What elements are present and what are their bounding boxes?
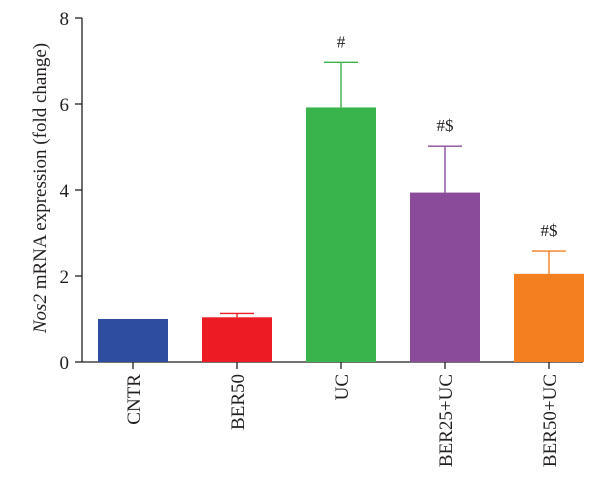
y-tick-label: 2 xyxy=(60,267,70,288)
significance-annotation: # xyxy=(337,32,346,51)
y-tick-label: 4 xyxy=(60,181,70,202)
x-tick-label: UC xyxy=(332,374,353,400)
error-bars xyxy=(220,61,566,318)
x-tick-label: BER25+UC xyxy=(436,374,457,467)
x-tick-label: CNTR xyxy=(124,374,145,425)
x-tick-labels: CNTR BER50 UC BER25+UC BER50+UC xyxy=(124,362,561,467)
bar xyxy=(410,192,480,362)
bar xyxy=(306,107,376,362)
y-axis-label: Nos2 mRNA expression (fold change) xyxy=(30,43,51,334)
y-tick-label: 6 xyxy=(60,95,70,116)
y-tick-label: 8 xyxy=(60,9,70,30)
bar xyxy=(98,319,168,362)
y-axis-label-rest: mRNA expression (fold change) xyxy=(30,43,51,294)
significance-annotation: #$ xyxy=(437,116,454,135)
x-tick-label: BER50 xyxy=(228,374,249,430)
bar xyxy=(514,273,584,362)
x-tick-label: BER50+UC xyxy=(540,374,561,467)
significance-annotations: # #$ #$ xyxy=(337,32,558,240)
y-ticks: 0 2 4 6 8 xyxy=(60,9,82,374)
bar xyxy=(202,317,272,362)
significance-annotation: #$ xyxy=(541,221,558,240)
y-tick-label: 0 xyxy=(60,353,70,374)
bars xyxy=(98,107,584,362)
y-axis-label-gene: Nos2 xyxy=(30,294,51,335)
